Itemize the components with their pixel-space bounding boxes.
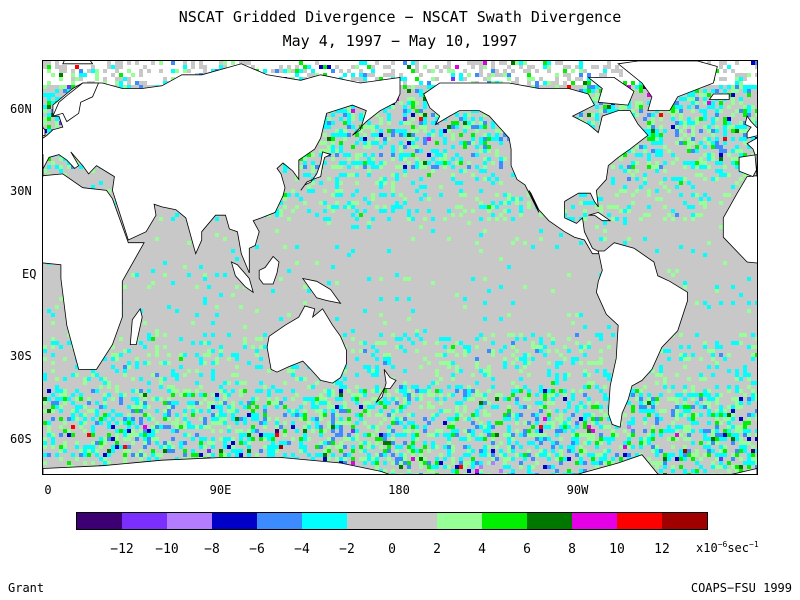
lat-label: 30S: [10, 349, 32, 364]
colorbar-tick-label: −6: [249, 542, 265, 557]
colorbar-tick-label: 12: [654, 542, 670, 557]
lon-label: 90W: [566, 483, 589, 497]
author-label: Grant: [8, 581, 45, 595]
land-outline: [744, 115, 757, 139]
credit-label: COAPS−FSU 1999: [690, 581, 792, 595]
colorbar-tick-label: 6: [523, 542, 531, 557]
colorbar: [76, 512, 708, 530]
land-outline: [708, 93, 730, 100]
lat-label: 60S: [10, 431, 32, 446]
colorbar-swatch: [347, 513, 392, 529]
colorbar-tick-label: −2: [339, 542, 355, 557]
lat-label: 30N: [10, 184, 32, 199]
colorbar-swatch: [527, 513, 572, 529]
colorbar-tick-label: 10: [609, 542, 625, 557]
land-outline: [52, 82, 100, 123]
land-outline: [43, 127, 46, 137]
land-outline: [595, 242, 688, 428]
land-outline: [266, 305, 347, 384]
land-outline: [423, 82, 649, 255]
coastlines: [43, 61, 757, 474]
land-outline: [587, 77, 635, 106]
land-outline: [300, 151, 332, 191]
land-outline: [301, 277, 342, 304]
colorbar-tick-label: 8: [568, 542, 576, 557]
land-outline: [722, 175, 757, 264]
colorbar-swatch: [617, 513, 662, 529]
colorbar-swatch: [482, 513, 527, 529]
land-outline: [129, 307, 143, 345]
land-outline: [62, 61, 94, 65]
land-outline: [43, 63, 401, 274]
land-outline: [43, 454, 757, 474]
colorbar-tick-label: 2: [433, 542, 441, 557]
land-outline: [230, 261, 254, 294]
colorbar-swatch: [662, 513, 707, 529]
lat-label: 60N: [10, 101, 32, 116]
colorbar-swatch: [77, 513, 122, 529]
colorbar-swatch: [167, 513, 212, 529]
colorbar-swatch: [392, 513, 437, 529]
colorbar-swatch: [212, 513, 257, 529]
land-outline: [738, 137, 757, 178]
colorbar-tick-label: −8: [204, 542, 220, 557]
colorbar-units: x10−6sec−1: [696, 540, 759, 555]
map-subtitle: May 4, 1997 − May 10, 1997: [282, 32, 518, 50]
lon-label: 90E: [209, 483, 232, 497]
colorbar-tick-label: 4: [478, 542, 486, 557]
colorbar-tick-label: −10: [155, 542, 179, 557]
land-outline: [43, 173, 145, 370]
land-outline: [588, 211, 612, 222]
colorbar-swatch: [437, 513, 482, 529]
divergence-map: [43, 61, 757, 474]
colorbar-tick-label: 0: [388, 542, 396, 557]
land-outline: [258, 255, 280, 285]
colorbar-swatch: [257, 513, 302, 529]
colorbar-swatch: [302, 513, 347, 529]
lon-label: 0: [44, 483, 52, 497]
lat-label: EQ: [22, 266, 37, 281]
colorbar-swatch: [122, 513, 167, 529]
land-outline: [617, 61, 718, 111]
land-outline: [375, 369, 397, 403]
colorbar-swatch: [572, 513, 617, 529]
map-frame: [42, 60, 758, 475]
colorbar-tick-label: −12: [110, 542, 134, 557]
lon-label: 180: [388, 483, 410, 497]
colorbar-tick-label: −4: [294, 542, 310, 557]
map-title: NSCAT Gridded Divergence − NSCAT Swath D…: [178, 8, 622, 26]
